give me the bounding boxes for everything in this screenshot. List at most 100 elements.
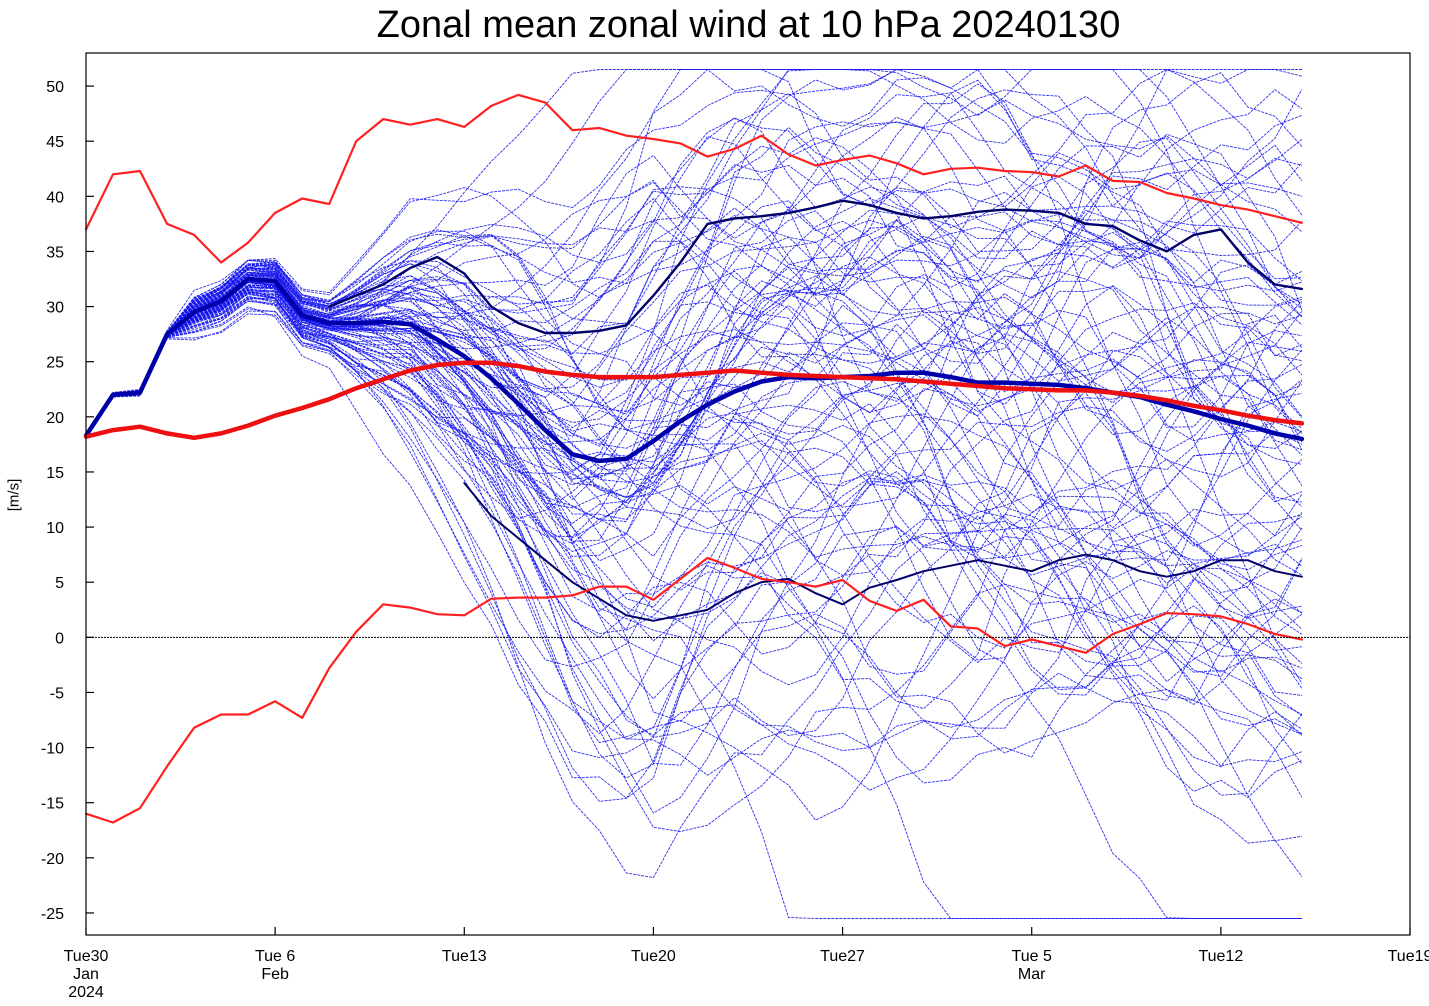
ensemble-member-line <box>85 300 1303 735</box>
ensemble-member-line <box>85 289 1302 919</box>
ensemble-member-line <box>85 261 1303 684</box>
ensemble-member-line <box>85 137 1303 689</box>
ensemble-member-line <box>85 69 1303 474</box>
y-tick-label: 15 <box>46 465 64 482</box>
ensemble-member-line <box>85 293 1303 799</box>
y-tick-label: -15 <box>41 796 64 813</box>
x-tick-label: Feb <box>261 966 289 983</box>
ensemble-member-line <box>85 69 1303 437</box>
x-tick-label: Tue13 <box>442 948 487 965</box>
ensemble-member-line <box>85 306 1303 799</box>
y-tick-label: 10 <box>46 520 64 537</box>
ensemble-member-line <box>85 298 1303 584</box>
chart-title: Zonal mean zonal wind at 10 hPa 20240130 <box>376 4 1121 46</box>
ensemble-member-line <box>85 118 1303 436</box>
ensemble-member-line <box>85 281 1303 776</box>
ensemble-member-line <box>85 295 1303 879</box>
control-forecast-line <box>328 199 1304 335</box>
ensemble-member-line <box>85 281 1303 752</box>
ensemble-member-line <box>85 200 1303 705</box>
ensemble-member-line <box>85 79 1303 567</box>
ensemble-member-line <box>85 281 1303 832</box>
x-tick-label: Tue30 <box>64 948 109 965</box>
ensemble-member-line <box>85 144 1303 520</box>
ensemble-member-line <box>85 256 1303 529</box>
y-tick-label: 0 <box>55 630 64 647</box>
y-tick-label: 25 <box>46 355 64 372</box>
y-tick-label: 45 <box>46 134 64 151</box>
highlighted-lines <box>83 93 1305 824</box>
ensemble-member-line <box>85 286 1303 686</box>
member-low-line <box>463 482 1303 622</box>
ensemble-member-line <box>85 228 1303 765</box>
y-tick-label: 5 <box>55 575 64 592</box>
y-tick-label: -20 <box>41 851 64 868</box>
ensemble-member-line <box>85 164 1303 576</box>
ensemble-member-line <box>85 187 1303 486</box>
ensemble-member-line <box>85 290 1303 608</box>
climatology-max-line <box>84 93 1303 264</box>
x-tick-label: Tue 6 <box>255 948 295 965</box>
y-tick-label: 40 <box>46 189 64 206</box>
ensemble-member-line <box>85 297 1302 661</box>
x-tick-label: Jan <box>73 966 99 983</box>
ensemble-member-line <box>85 265 1303 877</box>
ensemble-member-line <box>85 285 1303 649</box>
ensemble-member-line <box>85 267 1303 664</box>
y-tick-label: 30 <box>46 300 64 317</box>
ensemble-member-line <box>85 300 1303 759</box>
ensemble-member-line <box>85 267 1303 683</box>
ensemble-member-line <box>85 287 1303 485</box>
x-tick-label: Mar <box>1018 966 1046 983</box>
y-tick-label: -25 <box>41 906 64 923</box>
ensemble-member-line <box>85 207 1303 436</box>
ensemble-member-line <box>85 285 1303 766</box>
ensemble-member-line <box>85 135 1303 562</box>
ensemble-member-line <box>85 121 1302 619</box>
ensemble-member-line <box>85 264 1303 821</box>
x-tick-label: 2024 <box>68 984 104 1001</box>
x-tick-label: Tue12 <box>1198 948 1243 965</box>
ensemble-member-line <box>85 209 1303 524</box>
y-tick-label: -5 <box>50 685 64 702</box>
ensemble-member-line <box>85 211 1302 498</box>
ensemble-member-line <box>85 281 1303 796</box>
ensemble-member-line <box>85 285 1303 744</box>
ensemble-member-line <box>85 281 1303 576</box>
y-tick-label: 35 <box>46 244 64 261</box>
ensemble-member-line <box>85 288 1303 738</box>
ensemble-member-line <box>85 69 1302 436</box>
x-tick-label: Tue 5 <box>1012 948 1052 965</box>
ensemble-member-line <box>85 176 1302 557</box>
ensemble-member-line <box>85 69 1303 436</box>
x-tick-label: Tue20 <box>631 948 676 965</box>
ensemble-member-line <box>85 285 1303 802</box>
ensemble-member-line <box>85 274 1303 736</box>
ensemble-member-line <box>85 241 1303 436</box>
y-tick-label: 50 <box>46 79 64 96</box>
ensemble-member-line <box>85 99 1303 486</box>
ensemble-member-line <box>85 68 1303 436</box>
x-tick-label: Tue19 <box>1388 948 1429 965</box>
y-tick-label: -10 <box>41 741 64 758</box>
ensemble-member-line <box>85 260 1302 784</box>
plot-frame <box>85 52 1411 936</box>
x-tick-label: Tue27 <box>820 948 865 965</box>
ensemble-members <box>85 68 1303 919</box>
ensemble-member-line <box>85 154 1303 798</box>
ensemble-member-line <box>85 69 1303 436</box>
ensemble-member-line <box>85 240 1303 715</box>
ensemble-member-line <box>85 236 1303 479</box>
climatology-min-line <box>84 556 1303 824</box>
ensemble-member-line <box>85 263 1302 700</box>
ensemble-member-line <box>85 264 1303 576</box>
ensemble-member-line <box>85 117 1302 651</box>
ensemble-member-line <box>85 277 1303 779</box>
ensemble-member-line <box>85 273 1303 754</box>
ensemble-member-line <box>85 274 1303 723</box>
ensemble-member-line <box>85 291 1303 768</box>
ensemble-member-line <box>85 274 1302 919</box>
